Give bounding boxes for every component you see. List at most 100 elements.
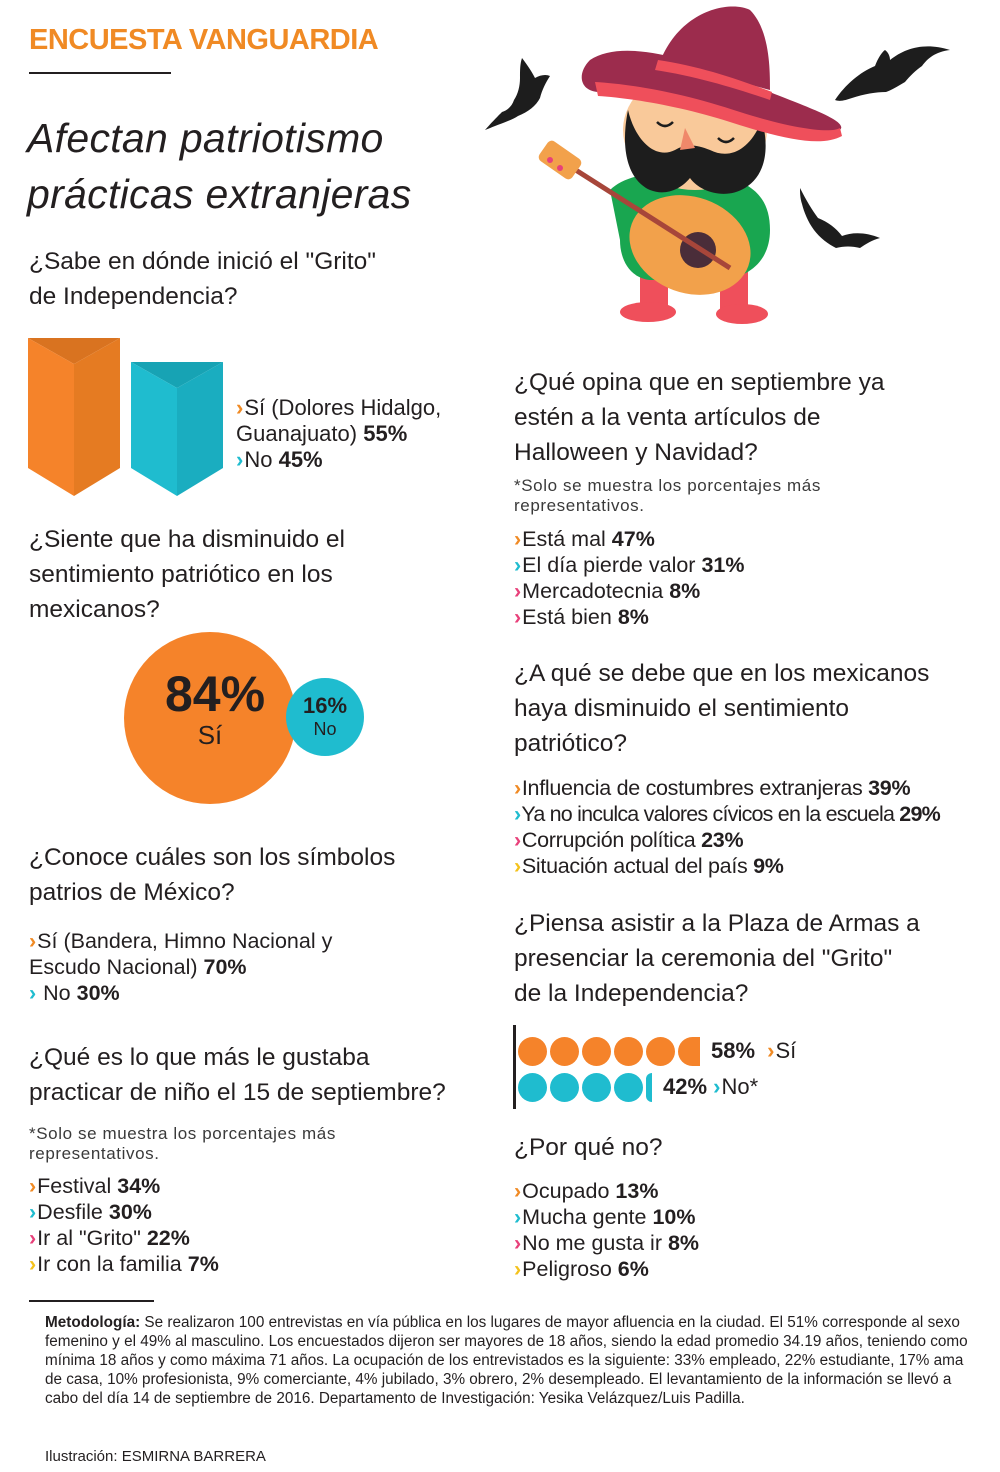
answer-item: ›Desfile 30% [29,1200,152,1224]
chevron-right-icon: › [514,1257,522,1281]
dot-icon [678,1036,700,1066]
answer-list: ›Festival 34% ›Desfile 30% ›Ir al "Grito… [29,1173,219,1277]
answer-item: ›Mercadotecnia 8% [514,579,701,603]
bat-icon [835,46,950,101]
answer-item: ›No 45% [236,447,323,472]
dot-icon [518,1036,547,1066]
dot-chart: 58% ›Sí 42% ›No* [518,1034,796,1104]
dot-icon [582,1072,611,1102]
question-title: ¿Qué es lo que más le gustaba practicar … [29,1044,446,1106]
methodology-note: Metodología: Se realizaron 100 entrevist… [45,1313,975,1408]
chevron-right-icon: › [514,1205,522,1229]
methodology-text: Se realizaron 100 entrevistas en vía púb… [45,1314,968,1407]
chevron-right-icon: › [514,1179,522,1203]
prism-bar-si [28,338,120,496]
answer-list: ›Sí (Bandera, Himno Nacional y Escudo Na… [29,928,332,1006]
answer-item: ›Influencia de costumbres extranjeras 39… [514,776,911,800]
dot-icon [550,1072,579,1102]
answer-item: ›Sí (Dolores Hidalgo, [236,395,442,420]
question-title: ¿Sabe en dónde inició el "Grito" de Inde… [29,248,376,310]
answer-item: ›Ir al "Grito" 22% [29,1226,190,1250]
answer-item: Escudo Nacional) 70% [29,955,247,979]
answer-item: ›Corrupción política 23% [514,828,744,852]
chevron-right-icon: › [514,802,521,826]
question-title: ¿Por qué no? [514,1134,663,1161]
page-title: Afectan patriotismo prácticas extranjera… [27,110,412,222]
methodology-label: Metodología: [45,1314,141,1331]
dot-icon [550,1036,579,1066]
chevron-right-icon: › [514,1231,522,1255]
chevron-right-icon: › [514,854,521,878]
kicker-label: ENCUESTA VANGUARDIA [29,24,379,56]
footnote: *Solo se muestra los porcentajes más rep… [29,1124,336,1163]
chevron-right-icon: › [29,1252,37,1276]
answer-item: Guanajuato) 55% [236,421,408,446]
title-line-1: Afectan patriotismo [27,115,384,161]
question-title: ¿A qué se debe que en los mexicanos haya… [514,660,930,757]
dot-icon [614,1036,643,1066]
answer-item: ›Está mal 47% [514,527,655,551]
answer-item: ›Ocupado 13% [514,1179,659,1203]
dot-icon [614,1072,643,1102]
prism-bar-no [131,362,223,496]
chevron-right-icon: › [514,828,521,852]
answer-list: ›Influencia de costumbres extranjeras 39… [514,775,941,879]
answer-item: ›Ya no inculca valores cívicos en la esc… [514,802,941,826]
chevron-right-icon: › [29,1200,37,1224]
bubble-yes: 84% Sí [124,632,296,804]
chevron-right-icon: › [514,776,521,800]
bubble-no: 16% No [286,678,364,756]
chevron-right-icon: › [29,1174,37,1198]
answer-item: › No 30% [29,981,120,1005]
dot-label-no: 42% ›No* [663,1074,759,1099]
chevron-right-icon: › [236,395,244,420]
mariachi-illustration [485,6,950,324]
dot-chart-axis [513,1025,516,1109]
dot-icon [646,1036,675,1066]
title-line-2: prácticas extranjeras [27,171,412,217]
bubble-yes-value: 84% [164,666,266,722]
chevron-right-icon: › [29,929,37,953]
answer-item: ›Peligroso 6% [514,1257,649,1281]
dot-row-yes: 58% ›Sí [518,1034,796,1068]
kicker-divider [29,72,171,74]
answer-list: ›Está mal 47% ›El día pierde valor 31% ›… [514,526,745,630]
dot-icon [646,1072,652,1102]
answer-item: ›El día pierde valor 31% [514,553,745,577]
bubble-yes-label: Sí [197,720,223,750]
bubble-no-label: No [313,719,337,739]
answer-item: ›Ir con la familia 7% [29,1252,219,1276]
dot-row-no: 42% ›No* [518,1070,796,1104]
illustration-credit: Ilustración: ESMIRNA BARRERA [45,1448,266,1465]
question-title: ¿Siente que ha disminuido el sentimiento… [29,526,345,623]
chevron-right-icon: › [29,981,37,1005]
dot-icon [518,1072,547,1102]
footnote: *Solo se muestra los porcentajes más rep… [514,476,821,515]
answer-list: ›Sí (Dolores Hidalgo, Guanajuato) 55% ›N… [236,395,441,473]
question-title: ¿Qué opina que en septiembre ya estén a … [514,369,885,466]
answer-item: ›Sí (Bandera, Himno Nacional y [29,929,333,953]
chevron-right-icon: › [29,1226,37,1250]
chevron-right-icon: › [514,527,522,551]
answer-list: ›Ocupado 13% ›Mucha gente 10% ›No me gus… [514,1178,699,1282]
bat-icon [800,188,880,248]
chevron-right-icon: › [514,579,522,603]
answer-item: ›Situación actual del país 9% [514,854,784,878]
chevron-right-icon: › [767,1038,775,1063]
answer-item: ›Festival 34% [29,1174,161,1198]
question-title: ¿Conoce cuáles son los símbolos patrios … [29,844,396,906]
answer-item: ›No me gusta ir 8% [514,1231,700,1255]
chevron-right-icon: › [514,605,522,629]
question-title: ¿Piensa asistir a la Plaza de Armas a pr… [514,910,920,1007]
answer-item: ›Mucha gente 10% [514,1205,696,1229]
bat-icon [485,58,550,130]
prism-bar-chart [28,338,223,496]
bubble-no-value: 16% [302,693,348,718]
chevron-right-icon: › [236,447,244,472]
chevron-right-icon: › [713,1074,721,1099]
answer-item: ›Está bien 8% [514,605,649,629]
dot-icon [582,1036,611,1066]
mariachi-figure [538,6,842,324]
footer-divider [29,1300,154,1302]
dot-label-yes: 58% ›Sí [711,1038,797,1063]
